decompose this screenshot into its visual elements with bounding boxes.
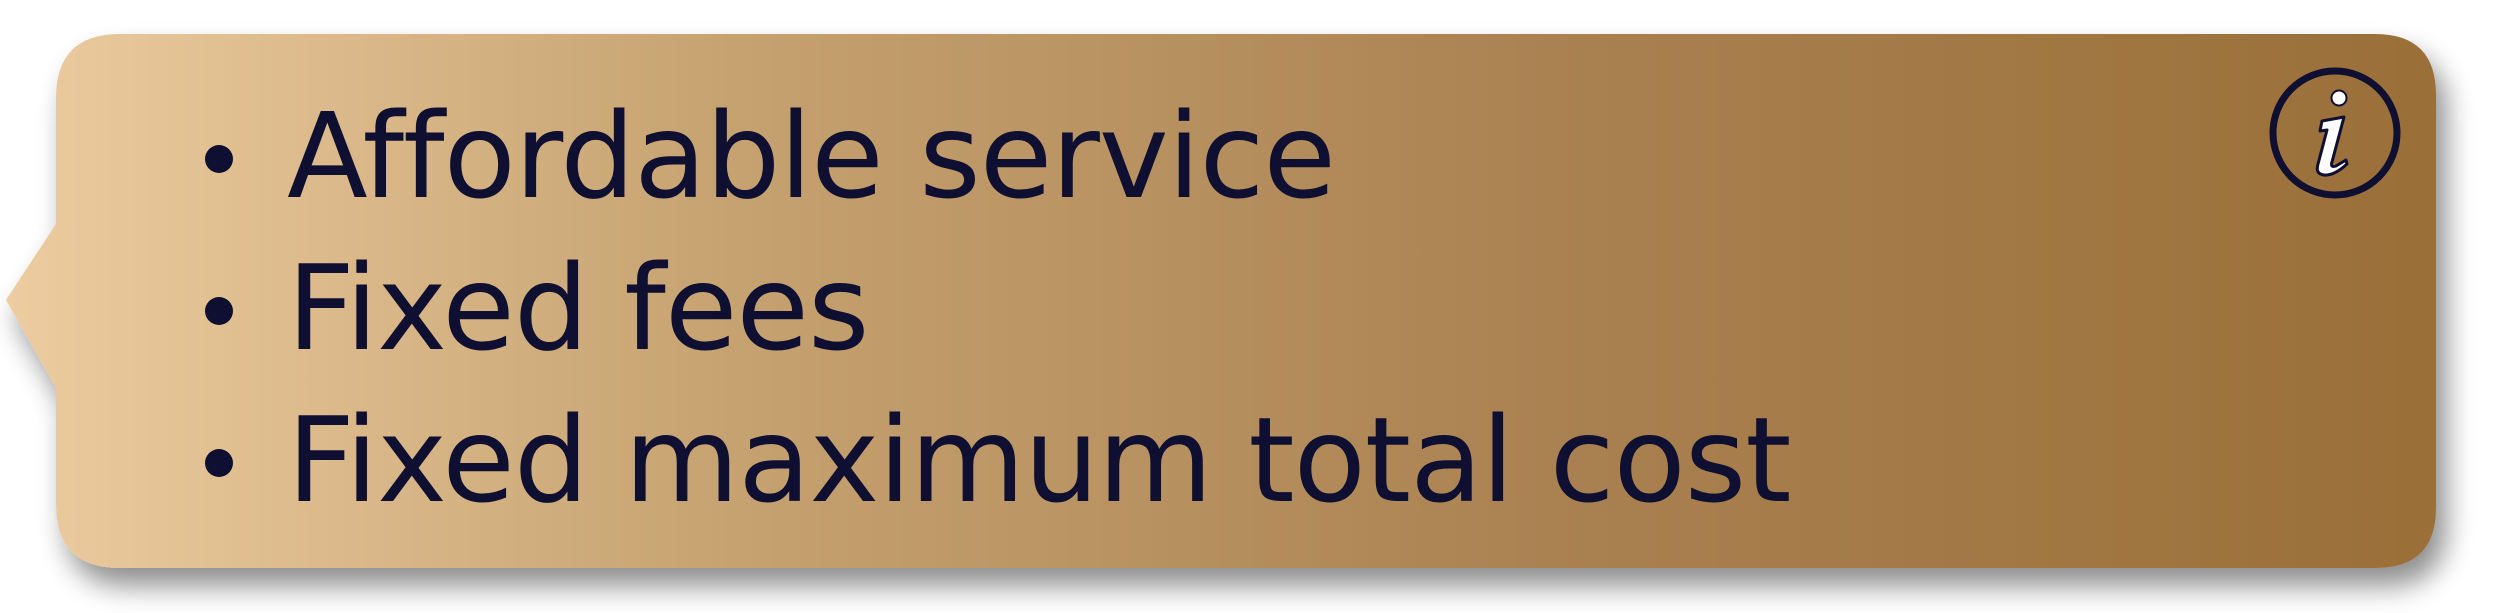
- feature-list: Affordable service Fixed fees Fixed maxi…: [205, 80, 1791, 536]
- list-item: Fixed maximum total cost: [205, 384, 1791, 536]
- list-item: Affordable service: [205, 80, 1791, 232]
- list-item-label: Affordable service: [287, 87, 1336, 225]
- info-icon[interactable]: [2266, 64, 2404, 202]
- bullet-icon: [205, 145, 233, 173]
- bullet-icon: [205, 297, 233, 325]
- list-item-label: Fixed maximum total cost: [287, 391, 1791, 529]
- bullet-icon: [205, 449, 233, 477]
- list-item-label: Fixed fees: [287, 239, 869, 377]
- list-item: Fixed fees: [205, 232, 1791, 384]
